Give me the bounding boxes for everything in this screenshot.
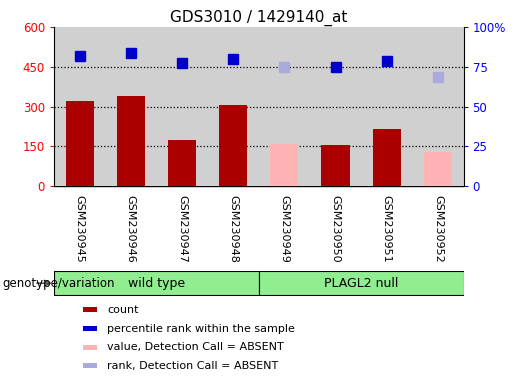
Bar <box>270 144 299 186</box>
Bar <box>105 27 157 186</box>
Bar <box>424 152 452 186</box>
Bar <box>54 271 259 295</box>
Text: percentile rank within the sample: percentile rank within the sample <box>107 324 295 334</box>
Text: GSM230947: GSM230947 <box>177 195 187 263</box>
Bar <box>413 27 464 186</box>
Bar <box>157 27 208 186</box>
Text: GSM230945: GSM230945 <box>75 195 84 262</box>
Text: genotype/variation: genotype/variation <box>3 277 115 290</box>
Text: GSM230950: GSM230950 <box>331 195 340 262</box>
Bar <box>361 27 413 186</box>
Bar <box>373 129 401 186</box>
Text: rank, Detection Call = ABSENT: rank, Detection Call = ABSENT <box>107 361 279 371</box>
Text: GSM230952: GSM230952 <box>433 195 443 262</box>
Text: PLAGL2 null: PLAGL2 null <box>324 277 398 290</box>
Text: value, Detection Call = ABSENT: value, Detection Call = ABSENT <box>107 342 284 352</box>
Bar <box>259 271 464 295</box>
Text: GSM230951: GSM230951 <box>382 195 392 262</box>
Bar <box>83 326 97 331</box>
Bar <box>65 101 94 186</box>
Text: wild type: wild type <box>128 277 185 290</box>
Text: GSM230949: GSM230949 <box>279 195 289 263</box>
Text: GSM230948: GSM230948 <box>228 195 238 263</box>
Bar <box>83 307 97 312</box>
Title: GDS3010 / 1429140_at: GDS3010 / 1429140_at <box>170 9 348 25</box>
Bar <box>259 27 310 186</box>
Bar <box>219 105 247 186</box>
Bar <box>310 27 361 186</box>
Bar <box>54 27 105 186</box>
Bar <box>321 145 350 186</box>
Bar <box>168 140 196 186</box>
Bar <box>83 345 97 349</box>
Bar <box>208 27 259 186</box>
Text: GSM230946: GSM230946 <box>126 195 136 262</box>
Bar <box>83 363 97 368</box>
Bar <box>117 96 145 186</box>
Text: count: count <box>107 305 139 315</box>
